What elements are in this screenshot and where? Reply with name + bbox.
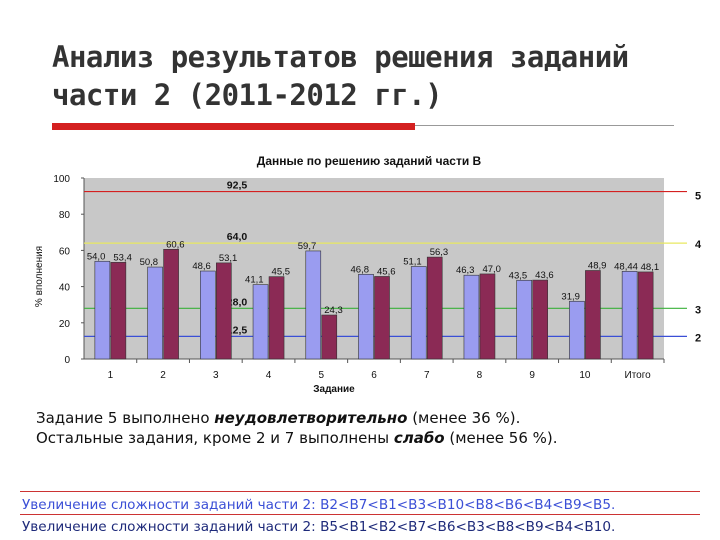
bar-value-label: 54,0 xyxy=(87,251,106,262)
x-tick-label: 3 xyxy=(213,370,219,381)
x-tick-label: 4 xyxy=(266,370,272,381)
note-2-emphasis: слабо xyxy=(393,429,445,447)
x-tick-label: 2 xyxy=(160,370,166,381)
reference-value-label: 92,5 xyxy=(227,180,248,192)
bar-value-label: 45,5 xyxy=(272,267,291,278)
bar-value-label: 24,3 xyxy=(324,305,343,316)
bar xyxy=(621,271,638,360)
note-1-emphasis: неудовлетворительно xyxy=(214,409,408,427)
reference-value-label: 64,0 xyxy=(227,231,248,243)
bar xyxy=(532,279,548,360)
bar-value-label: 48,9 xyxy=(588,260,607,271)
bar xyxy=(426,256,443,360)
bar-value-label: 51,1 xyxy=(403,257,422,268)
bar-value-label: 59,7 xyxy=(298,241,317,252)
grade-label: 3 xyxy=(695,304,701,316)
bar xyxy=(163,249,179,360)
note-2-prefix: Остальные задания, кроме 2 и 7 выполнены xyxy=(36,429,394,447)
difficulty-sequence-2011: Увеличение сложности заданий части 2: В2… xyxy=(22,497,616,513)
bar-value-label: 48,1 xyxy=(641,262,660,273)
bar xyxy=(637,271,654,360)
bar xyxy=(110,262,127,360)
grade-label: 4 xyxy=(695,239,702,251)
bar xyxy=(94,260,111,360)
bar-value-label: 41,1 xyxy=(245,275,264,286)
x-tick-label: 1 xyxy=(108,370,114,381)
x-tick-label: 6 xyxy=(371,370,377,381)
bar-value-label: 31,9 xyxy=(561,291,580,302)
x-tick-label: Итого xyxy=(625,370,652,381)
grade-label: 5 xyxy=(695,191,701,203)
bar-value-label: 47,0 xyxy=(482,264,501,275)
note-1-prefix: Задание 5 выполнено xyxy=(36,409,215,427)
bar-value-label: 56,3 xyxy=(430,247,449,258)
bar xyxy=(410,266,427,360)
x-tick-label: 8 xyxy=(477,370,483,381)
bar-value-label: 45,6 xyxy=(377,266,396,277)
divider-line xyxy=(20,491,700,492)
bar xyxy=(321,314,338,360)
x-tick-label: 7 xyxy=(424,370,430,381)
bar-value-label: 46,3 xyxy=(456,265,475,276)
bar-chart: Данные по решению заданий части В 0 20 40 60… xyxy=(30,145,708,400)
bar xyxy=(463,274,480,360)
reference-value-label: 28,0 xyxy=(227,296,248,308)
bar xyxy=(147,266,163,360)
bar-value-label: 50,8 xyxy=(140,257,159,268)
bar xyxy=(569,300,585,360)
bar xyxy=(200,270,216,360)
bar xyxy=(585,270,601,360)
bar-value-label: 48,44 xyxy=(614,261,638,272)
y-tick-label: 0 xyxy=(64,355,70,366)
note-2-suffix: (менее 56 %). xyxy=(444,429,558,447)
bar-value-label: 53,4 xyxy=(113,252,132,263)
y-axis-label: % вполнения xyxy=(34,246,45,307)
bar-value-label: 60,6 xyxy=(166,239,185,250)
bar xyxy=(374,276,390,360)
difficulty-sequence-2012: Увеличение сложности заданий части 2: В5… xyxy=(22,519,616,535)
title-accent-bar xyxy=(52,123,415,130)
bar-value-label: 43,6 xyxy=(535,270,554,281)
y-tick-label: 40 xyxy=(59,283,71,294)
y-tick-label: 100 xyxy=(53,174,70,185)
reference-value-label: 12,5 xyxy=(227,324,248,336)
bar xyxy=(305,250,322,360)
x-axis-label: Задание xyxy=(313,384,355,395)
chart-container: Данные по решению заданий части В 0 20 40 60… xyxy=(30,145,708,400)
grade-label: 2 xyxy=(695,332,701,344)
y-tick-label: 80 xyxy=(59,210,71,221)
x-tick-label: 9 xyxy=(529,370,535,381)
bar-value-label: 53,1 xyxy=(219,253,238,264)
y-tick-label: 20 xyxy=(59,319,71,330)
x-tick-label: 10 xyxy=(579,370,591,381)
bar xyxy=(358,273,374,360)
chart-title: Данные по решению заданий части В xyxy=(257,154,482,168)
bar xyxy=(268,276,285,360)
bar xyxy=(516,279,532,360)
note-line-2: Остальные задания, кроме 2 и 7 выполнены… xyxy=(36,428,716,448)
bar xyxy=(479,273,496,360)
note-line-1: Задание 5 выполнено неудовлетворительно … xyxy=(36,408,716,428)
bar xyxy=(252,284,269,360)
plot-area xyxy=(84,178,664,359)
bar xyxy=(216,262,232,360)
bar-value-label: 46,8 xyxy=(351,264,370,275)
divider-line-2 xyxy=(20,514,700,515)
bar-value-label: 48,6 xyxy=(192,261,211,272)
slide-title: Анализ результатов решения заданий части… xyxy=(52,40,629,112)
note-1-suffix: (менее 36 %). xyxy=(407,409,521,427)
x-tick-label: 5 xyxy=(318,370,324,381)
y-tick-label: 60 xyxy=(59,246,71,257)
bar-value-label: 43,5 xyxy=(509,270,528,281)
